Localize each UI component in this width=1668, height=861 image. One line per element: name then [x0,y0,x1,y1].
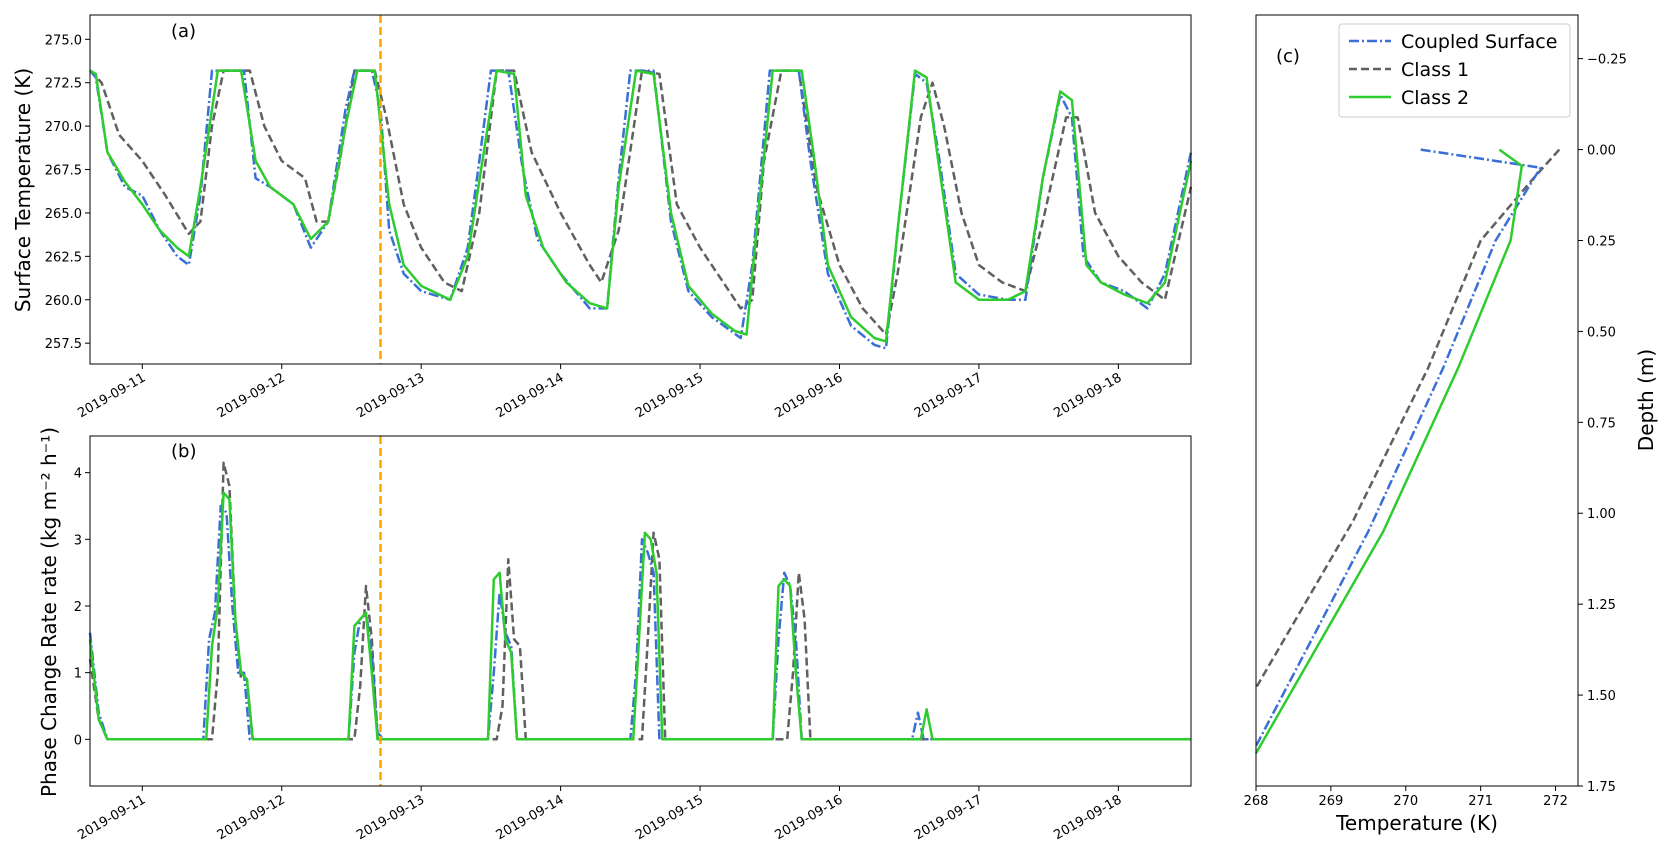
y-tick-label: 275.0 [45,33,82,48]
y-tick-label: 3 [74,533,82,548]
y-tick-label: 262.5 [45,250,82,265]
y-tick-label: 0.25 [1587,234,1616,249]
y-tick-label: 1.25 [1587,598,1616,613]
profile-class1-line [1254,148,1561,689]
y-tick-label: 1.00 [1587,507,1616,522]
y-tick-label: 0.00 [1587,144,1616,159]
x-tick-label: 2019-09-12 [215,370,288,421]
panel-a-ylabel: Surface Temperature (K) [11,68,35,312]
panel-c-frame [1255,14,1579,787]
y-tick-label: 0.75 [1587,416,1616,431]
series-class2-line [88,491,1191,741]
panel-c-label: (c) [1276,46,1300,67]
y-tick-label: 0 [74,733,82,748]
legend: Coupled Surface Class 1 Class 2 [1338,23,1571,118]
x-tick-label: 2019-09-18 [1051,370,1124,421]
panel-b-ylabel: Phase Change Rate rate (kg m⁻² h⁻¹) [37,427,61,797]
y-tick-label: 1.50 [1587,689,1616,704]
panel-a-plot: 275.0 272.5 270.0 267.5 265.0 262.5 260.0 257.5… [45,15,1193,421]
profile-class2-line [1254,148,1524,754]
series-coupled-line [88,504,1191,741]
panel-c: 268 269 270 271 272 −0.25 0.00 0.25 0.50 0.75 1.00… [1244,14,1658,835]
x-tick-label: 2019-09-14 [494,792,567,843]
x-tick-label: 2019-09-12 [215,792,288,843]
x-tick-label: 271 [1468,794,1493,809]
panel-b-frame [89,435,1192,787]
legend-box [1338,23,1571,118]
x-tick-label: 2019-09-14 [494,370,567,421]
x-tick-label: 272 [1543,794,1568,809]
series-coupled-line [89,69,1193,350]
series-class2-line [89,69,1193,343]
x-tick-label: 2019-09-16 [773,370,846,421]
x-tick-label: 269 [1318,794,1343,809]
y-tick-label: 270.0 [45,120,82,135]
y-tick-label: 4 [74,467,82,482]
y-tick-label: 0.50 [1587,325,1616,340]
panel-a: 275.0 272.5 270.0 267.5 265.0 262.5 260.0 257.5… [11,14,1193,421]
panel-b-plot: 0 1 2 3 4 2019-09-11 2019-09-12 2019-09-13 2019-… [74,436,1191,843]
legend-label-class1: Class 1 [1401,59,1469,81]
panel-c-xlabel: Temperature (K) [1335,811,1498,835]
x-tick-label: 2019-09-15 [633,792,706,843]
panel-b: 0 1 2 3 4 2019-09-11 2019-09-12 2019-09-13 2019-… [37,427,1192,843]
panel-c-ylabel: Depth (m) [1634,349,1658,451]
x-tick-label: 2019-09-17 [912,792,985,843]
x-tick-label: 2019-09-17 [912,370,985,421]
legend-label-coupled: Coupled Surface [1401,31,1557,53]
x-tick-label: 2019-09-18 [1051,792,1124,843]
profile-coupled-line [1254,148,1542,747]
x-tick-label: 2019-09-16 [773,792,846,843]
y-tick-label: 265.0 [45,207,82,222]
x-tick-label: 270 [1393,794,1418,809]
x-tick-label: 2019-09-11 [75,792,148,843]
y-tick-label: 1 [74,667,82,682]
legend-label-class2: Class 2 [1401,87,1469,109]
x-tick-label: 268 [1244,794,1269,809]
x-tick-label: 2019-09-13 [354,370,427,421]
panel-a-label: (a) [171,21,196,42]
series-class1-line [89,69,1193,336]
y-tick-label: 272.5 [45,77,82,92]
y-tick-label: 267.5 [45,164,82,179]
y-tick-label: −0.25 [1587,53,1627,68]
x-tick-label: 2019-09-13 [354,792,427,843]
panel-a-frame [89,14,1192,365]
y-tick-label: 2 [74,600,82,615]
x-tick-label: 2019-09-15 [633,370,706,421]
panel-b-label: (b) [171,441,196,462]
panel-c-plot: 268 269 270 271 272 −0.25 0.00 0.25 0.50 0.75 1.00… [1244,53,1627,809]
x-tick-label: 2019-09-11 [75,370,148,421]
y-tick-label: 257.5 [45,337,82,352]
y-tick-label: 260.0 [45,294,82,309]
y-tick-label: 1.75 [1587,780,1616,795]
